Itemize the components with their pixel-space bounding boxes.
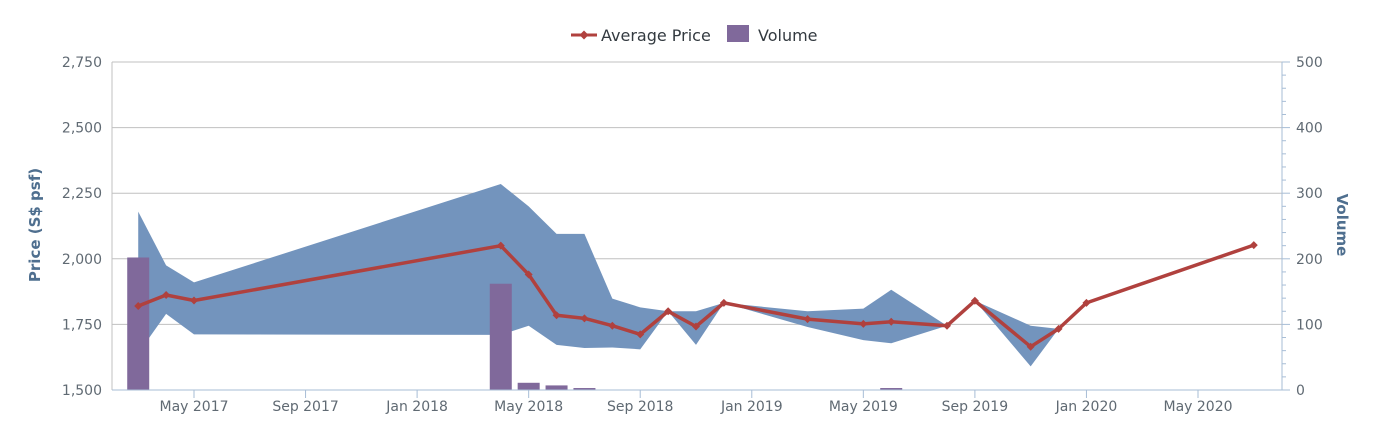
average-price-line-layer bbox=[134, 241, 1258, 351]
legend-label-volume: Volume bbox=[758, 26, 818, 45]
average-price-point[interactable] bbox=[162, 291, 171, 300]
y-left-tick-label: 2,250 bbox=[62, 186, 102, 202]
volume-bar[interactable] bbox=[573, 388, 596, 390]
average-price-point[interactable] bbox=[803, 315, 812, 324]
y-left-tick-label: 2,750 bbox=[62, 55, 102, 71]
average-price-point[interactable] bbox=[859, 319, 868, 328]
axes-layer: 1,500 0 1,750 100 2,000 200 2,250 300 2,500 400 2,… bbox=[62, 55, 1323, 415]
x-tick-label: May 2017 bbox=[159, 399, 228, 415]
price-range-band-layer bbox=[138, 184, 1059, 367]
average-price-point[interactable] bbox=[1249, 241, 1258, 250]
x-tick-label: Sep 2017 bbox=[272, 399, 338, 415]
x-tick-label: Sep 2018 bbox=[607, 399, 673, 415]
y-right-tick-label: 0 bbox=[1296, 383, 1305, 399]
average-price-point[interactable] bbox=[692, 322, 700, 331]
volume-bar[interactable] bbox=[880, 388, 903, 390]
price-range-band bbox=[138, 184, 1059, 367]
average-price-point[interactable] bbox=[552, 311, 561, 320]
average-price-point[interactable] bbox=[608, 321, 617, 330]
volume-bar[interactable] bbox=[545, 385, 568, 390]
average-price-point[interactable] bbox=[496, 241, 505, 250]
legend-diamond-marker bbox=[579, 30, 589, 40]
average-price-point[interactable] bbox=[1054, 324, 1063, 333]
x-tick-label: Jan 2018 bbox=[385, 399, 448, 415]
average-price-point[interactable] bbox=[524, 270, 533, 279]
y-right-tick-label: 100 bbox=[1296, 317, 1323, 333]
legend-bar-swatch bbox=[727, 25, 749, 42]
average-price-point[interactable] bbox=[943, 321, 951, 330]
y-axis-left-title: Price (S$ psf) bbox=[26, 168, 44, 282]
volume-bar[interactable] bbox=[127, 257, 150, 390]
x-tick-label: Jan 2020 bbox=[1055, 399, 1118, 415]
x-tick-label: May 2019 bbox=[829, 399, 898, 415]
volume-bar[interactable] bbox=[517, 382, 540, 390]
y-right-tick-label: 500 bbox=[1296, 55, 1323, 71]
x-tick-label: May 2018 bbox=[494, 399, 563, 415]
y-right-tick-label: 300 bbox=[1296, 186, 1323, 202]
average-price-point[interactable] bbox=[636, 330, 645, 339]
y-right-tick-label: 400 bbox=[1296, 121, 1323, 137]
x-tick-label: Sep 2019 bbox=[942, 399, 1008, 415]
volume-bar[interactable] bbox=[489, 283, 512, 390]
average-price-point[interactable] bbox=[719, 298, 728, 307]
legend-label-average-price: Average Price bbox=[601, 26, 711, 45]
x-tick-label: May 2020 bbox=[1163, 399, 1232, 415]
average-price-point[interactable] bbox=[664, 307, 673, 316]
average-price-point[interactable] bbox=[190, 296, 198, 305]
x-tick-label: Jan 2019 bbox=[720, 399, 783, 415]
average-price-point[interactable] bbox=[887, 317, 896, 326]
legend-item-volume[interactable]: Volume bbox=[727, 25, 818, 45]
average-price-point[interactable] bbox=[1026, 342, 1035, 351]
average-price-point[interactable] bbox=[580, 314, 589, 323]
y-left-tick-label: 2,000 bbox=[62, 252, 102, 268]
y-left-tick-label: 2,500 bbox=[62, 121, 102, 137]
y-right-tick-label: 200 bbox=[1296, 252, 1323, 268]
legend-item-average-price[interactable]: Average Price bbox=[571, 26, 711, 45]
y-axis-right-title: Volume bbox=[1333, 194, 1351, 257]
average-price-point[interactable] bbox=[134, 302, 143, 311]
y-left-tick-label: 1,500 bbox=[62, 383, 102, 399]
volume-bars-layer bbox=[127, 257, 903, 390]
average-price-point[interactable] bbox=[1082, 298, 1091, 307]
average-price-point[interactable] bbox=[970, 296, 979, 305]
legend: Average Price Volume bbox=[571, 25, 818, 45]
y-left-tick-label: 1,750 bbox=[62, 317, 102, 333]
